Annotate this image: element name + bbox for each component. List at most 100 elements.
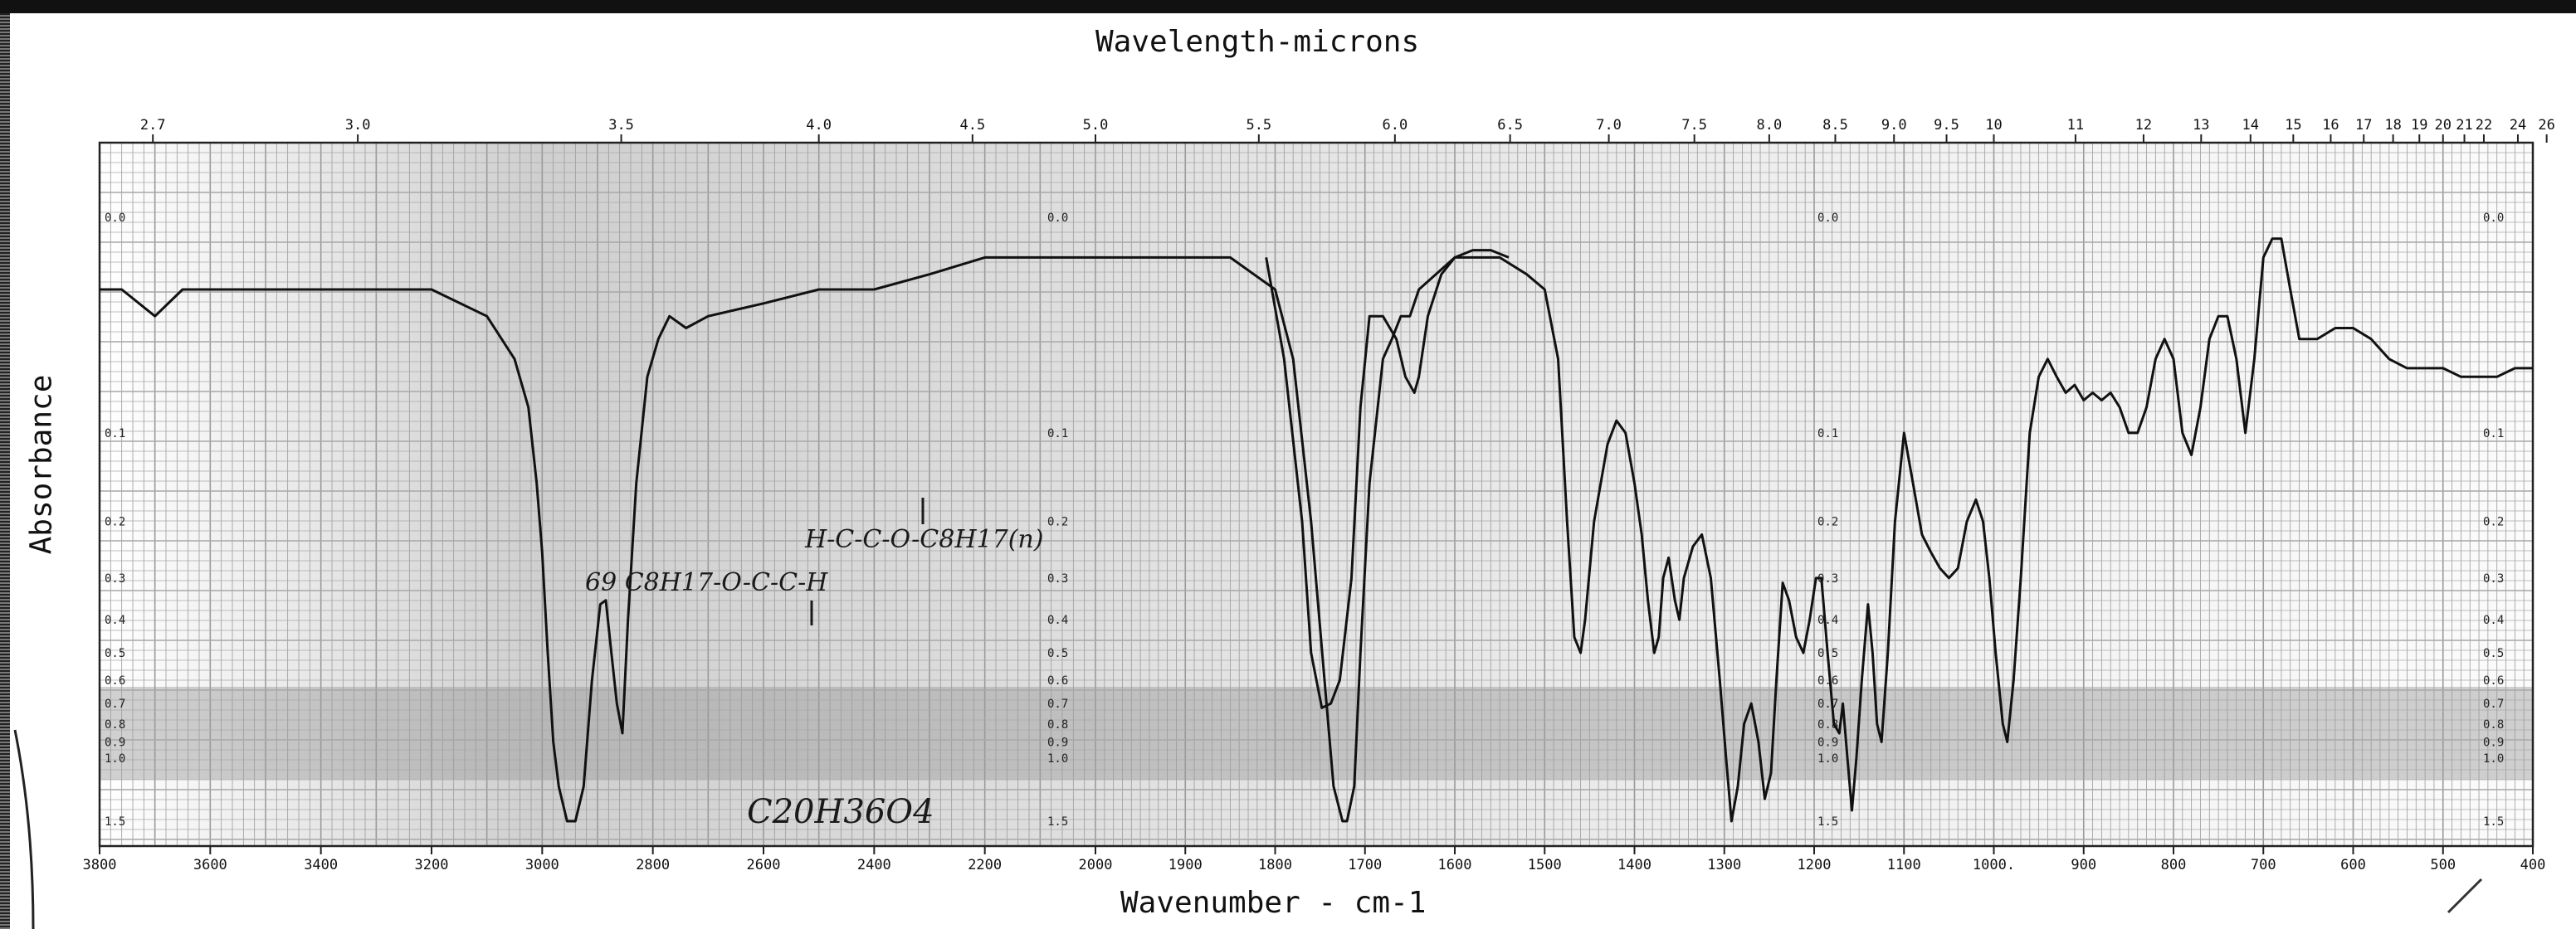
top-tick-label: 3.0 xyxy=(345,117,371,134)
y-tick-label: 1.5 xyxy=(2483,815,2504,829)
top-tick-label: 13 xyxy=(2193,117,2209,134)
y-tick-label: 0.2 xyxy=(2483,516,2504,529)
y-tick-label: 0.4 xyxy=(1817,614,1838,627)
y-tick-label: 0.2 xyxy=(1817,516,1838,529)
formula-text: C20H36O4 xyxy=(747,793,934,831)
y-tick-label: 0.0 xyxy=(1047,212,1068,225)
structure-top-annotation: H-C-C-O-C8H17(n) xyxy=(804,525,1043,554)
y-tick-label: 0.1 xyxy=(105,427,125,440)
y-tick-label: 0.1 xyxy=(1817,427,1838,440)
top-tick-label: 7.5 xyxy=(1681,117,1707,134)
y-tick-label: 1.5 xyxy=(1047,815,1068,829)
y-tick-label: 0.9 xyxy=(2483,737,2504,750)
x-tick-label: 2600 xyxy=(747,857,781,873)
x-tick-label: 1100 xyxy=(1887,857,1921,873)
y-tick-label: 0.0 xyxy=(2483,212,2504,225)
y-tick-label: 0.4 xyxy=(2483,614,2504,627)
x-tick-label: 500 xyxy=(2430,857,2456,873)
x-tick-label: 800 xyxy=(2161,857,2187,873)
structure-bottom-text: 69 C8H17-O-C-C-H xyxy=(585,568,828,597)
y-tick-label: 0.7 xyxy=(1817,698,1838,711)
x-tick-label: 3800 xyxy=(83,857,117,873)
top-tick-label: 11 xyxy=(2067,117,2084,134)
x-tick-label: 1300 xyxy=(1707,857,1741,873)
top-tick-label: 19 xyxy=(2411,117,2427,134)
top-border xyxy=(0,0,2576,13)
x-tick-label: 3600 xyxy=(193,857,227,873)
top-axis-title: Wavelength-microns xyxy=(1095,25,1420,59)
plot-background xyxy=(100,143,2533,846)
y-tick-label: 0.7 xyxy=(2483,698,2504,711)
top-tick-label: 2.7 xyxy=(140,117,166,134)
x-tick-label: 2800 xyxy=(636,857,670,873)
x-tick-label: 900 xyxy=(2071,857,2096,873)
x-axis-title: Wavenumber - cm-1 xyxy=(1120,886,1427,920)
top-tick-label: 20 xyxy=(2435,117,2452,134)
x-tick-label: 3400 xyxy=(304,857,338,873)
y-tick-label: 0.3 xyxy=(1047,572,1068,586)
spectrum-line-2 xyxy=(1265,249,1510,709)
x-tick-label: 1000. xyxy=(1973,857,2015,873)
x-tick-label: 400 xyxy=(2520,857,2546,873)
margin-mark xyxy=(2447,878,2483,914)
top-tick-label: 5.0 xyxy=(1083,117,1109,134)
axis-ticks: 3800 3600 3400 3200 3000 2800 2600 2400 2200 2000… xyxy=(83,117,2555,873)
dark-band xyxy=(100,687,2533,780)
top-tick-label: 3.5 xyxy=(608,117,634,134)
y-tick-label: 0.6 xyxy=(2483,674,2504,688)
y-tick-label: 0.6 xyxy=(1817,674,1838,688)
x-tick-label: 1800 xyxy=(1258,857,1292,873)
top-tick-label: 15 xyxy=(2285,117,2301,134)
y-tick-label: 0.5 xyxy=(2483,647,2504,660)
top-tick-label: 18 xyxy=(2384,117,2401,134)
x-tick-label: 3000 xyxy=(525,857,559,873)
top-tick-label: 24 xyxy=(2510,117,2526,134)
x-tick-label: 600 xyxy=(2340,857,2366,873)
y-tick-label: 0.2 xyxy=(105,516,125,529)
x-tick-label: 2200 xyxy=(968,857,1002,873)
y-tick-label: 0.5 xyxy=(1047,647,1068,660)
x-tick-label: 1900 xyxy=(1168,857,1203,873)
y-tick-label: 0.3 xyxy=(105,572,125,586)
y-tick-label: 0.8 xyxy=(105,718,125,732)
top-tick-label: 6.5 xyxy=(1497,117,1523,134)
y-tick-label: 1.0 xyxy=(1047,752,1068,766)
top-tick-label: 4.5 xyxy=(959,117,985,134)
y-tick-label: 0.2 xyxy=(1047,516,1068,529)
top-tick-label: 14 xyxy=(2242,117,2259,134)
top-tick-label: 8.0 xyxy=(1757,117,1783,134)
y-tick-label: 0.1 xyxy=(2483,427,2504,440)
top-tick-label: 4.0 xyxy=(806,117,832,134)
top-tick-label: 12 xyxy=(2135,117,2152,134)
top-tick-label: 9.0 xyxy=(1881,117,1907,134)
y-tick-label: 0.4 xyxy=(105,614,125,627)
y-tick-label: 1.0 xyxy=(2483,752,2504,766)
spectrum-line-1 xyxy=(100,237,2533,823)
y-tick-label: 0.9 xyxy=(1047,737,1068,750)
y-tick-label: 0.9 xyxy=(105,737,125,750)
top-tick-label: 7.0 xyxy=(1596,117,1622,134)
y-tick-label: 0.7 xyxy=(1047,698,1068,711)
y-tick-label: 1.0 xyxy=(105,752,125,766)
x-tick-label: 1500 xyxy=(1528,857,1562,873)
left-edge xyxy=(0,13,10,929)
y-tick-label: 0.3 xyxy=(2483,572,2504,586)
top-tick-label: 22 xyxy=(2476,117,2492,134)
x-tick-label: 3200 xyxy=(415,857,449,873)
top-tick-label: 10 xyxy=(1985,117,2002,134)
y-tick-label: 0.1 xyxy=(1047,427,1068,440)
top-tick-label: 16 xyxy=(2322,117,2339,134)
top-tick-label: 6.0 xyxy=(1382,117,1408,134)
formula-annotation: C20H36O4 xyxy=(747,793,934,831)
y-tick-label: 1.5 xyxy=(105,815,125,829)
plot-frame xyxy=(98,141,2535,848)
y-tick-label: 0.6 xyxy=(1047,674,1068,688)
y-tick-label: 0.7 xyxy=(105,698,125,711)
y-tick-label: 0.8 xyxy=(1047,718,1068,732)
x-tick-label: 1200 xyxy=(1798,857,1832,873)
top-tick-label: 8.5 xyxy=(1822,117,1848,134)
structure-top-text: H-C-C-O-C8H17(n) xyxy=(804,525,1043,554)
top-tick-label: 26 xyxy=(2538,117,2554,134)
y-tick-label: 0.0 xyxy=(105,212,125,225)
